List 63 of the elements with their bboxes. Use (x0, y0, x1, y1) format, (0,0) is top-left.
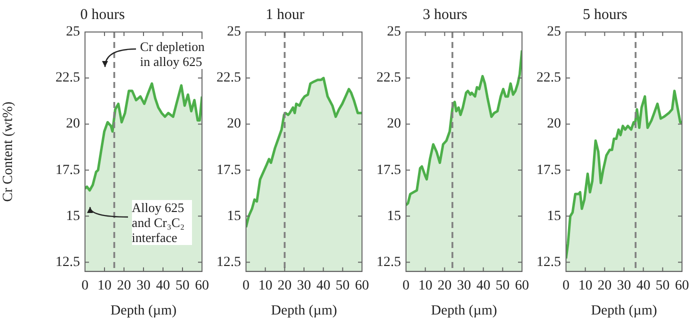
chart-title: 0 hours (80, 6, 125, 23)
y-tick-label: 22.5 (376, 70, 401, 86)
y-tick-label: 25 (387, 24, 401, 40)
x-tick-label: 10 (258, 278, 272, 294)
y-tick-label: 15 (66, 208, 80, 224)
x-tick-label: 60 (195, 278, 209, 294)
x-tick-label: 40 (636, 278, 650, 294)
x-tick-label: 60 (675, 278, 689, 294)
x-tick-label: 60 (355, 278, 369, 294)
y-tick-label: 12.5 (216, 254, 241, 270)
y-tick-label: 17.5 (56, 162, 80, 178)
x-tick-label: 40 (156, 278, 170, 294)
y-tick-label: 25 (547, 24, 561, 40)
x-tick-label: 10 (98, 278, 112, 294)
x-tick-label: 10 (418, 278, 432, 294)
x-tick-label: 20 (598, 278, 612, 294)
y-tick-label: 20 (387, 116, 401, 132)
x-tick-label: 0 (402, 278, 410, 294)
y-tick-label: 17.5 (536, 162, 561, 178)
x-tick-label: 0 (242, 278, 250, 294)
x-tick-label: 20 (438, 278, 452, 294)
annotation: Alloy 625 and Cr₃C₂ interface (132, 200, 192, 245)
x-axis-title: Depth (µm) (110, 303, 177, 318)
x-tick-label: 30 (297, 278, 311, 294)
y-tick-label: 12.5 (56, 254, 80, 270)
y-tick-label: 15 (547, 208, 561, 224)
y-tick-label: 22.5 (536, 70, 561, 86)
x-tick-label: 50 (656, 278, 670, 294)
x-tick-label: 40 (476, 278, 490, 294)
x-tick-label: 30 (617, 278, 631, 294)
x-axis-title: Depth (µm) (591, 303, 658, 318)
x-tick-label: 10 (578, 278, 592, 294)
chart-title: 5 hours (582, 6, 628, 23)
y-tick-label: 22.5 (216, 70, 241, 86)
x-tick-label: 50 (176, 278, 190, 294)
y-tick-label: 25 (227, 24, 241, 40)
x-tick-label: 50 (496, 278, 510, 294)
y-tick-label: 25 (66, 24, 80, 40)
y-tick-label: 15 (227, 208, 241, 224)
x-tick-label: 0 (82, 278, 88, 294)
x-tick-label: 20 (117, 278, 131, 294)
y-tick-label: 20 (547, 116, 561, 132)
y-tick-label: 22.5 (56, 70, 80, 86)
x-tick-label: 40 (316, 278, 330, 294)
y-tick-label: 12.5 (376, 254, 401, 270)
x-tick-label: 30 (136, 278, 150, 294)
x-tick-label: 20 (278, 278, 292, 294)
x-tick-label: 50 (336, 278, 350, 294)
annotation: Cr depletion in alloy 625 (140, 39, 210, 70)
x-tick-label: 30 (457, 278, 471, 294)
y-tick-label: 15 (387, 208, 401, 224)
x-tick-label: 60 (515, 278, 529, 294)
chart-title: 1 hour (266, 6, 304, 23)
x-axis-title: Depth (µm) (431, 303, 498, 318)
y-tick-label: 12.5 (536, 254, 561, 270)
y-tick-label: 20 (66, 116, 80, 132)
x-axis-title: Depth (µm) (271, 303, 338, 318)
y-tick-label: 17.5 (376, 162, 401, 178)
chart-title: 3 hours (422, 6, 468, 23)
y-tick-label: 20 (227, 116, 241, 132)
y-tick-label: 17.5 (216, 162, 241, 178)
y-axis-title: Cr Content (wt%) (1, 101, 16, 202)
x-tick-label: 0 (562, 278, 570, 294)
